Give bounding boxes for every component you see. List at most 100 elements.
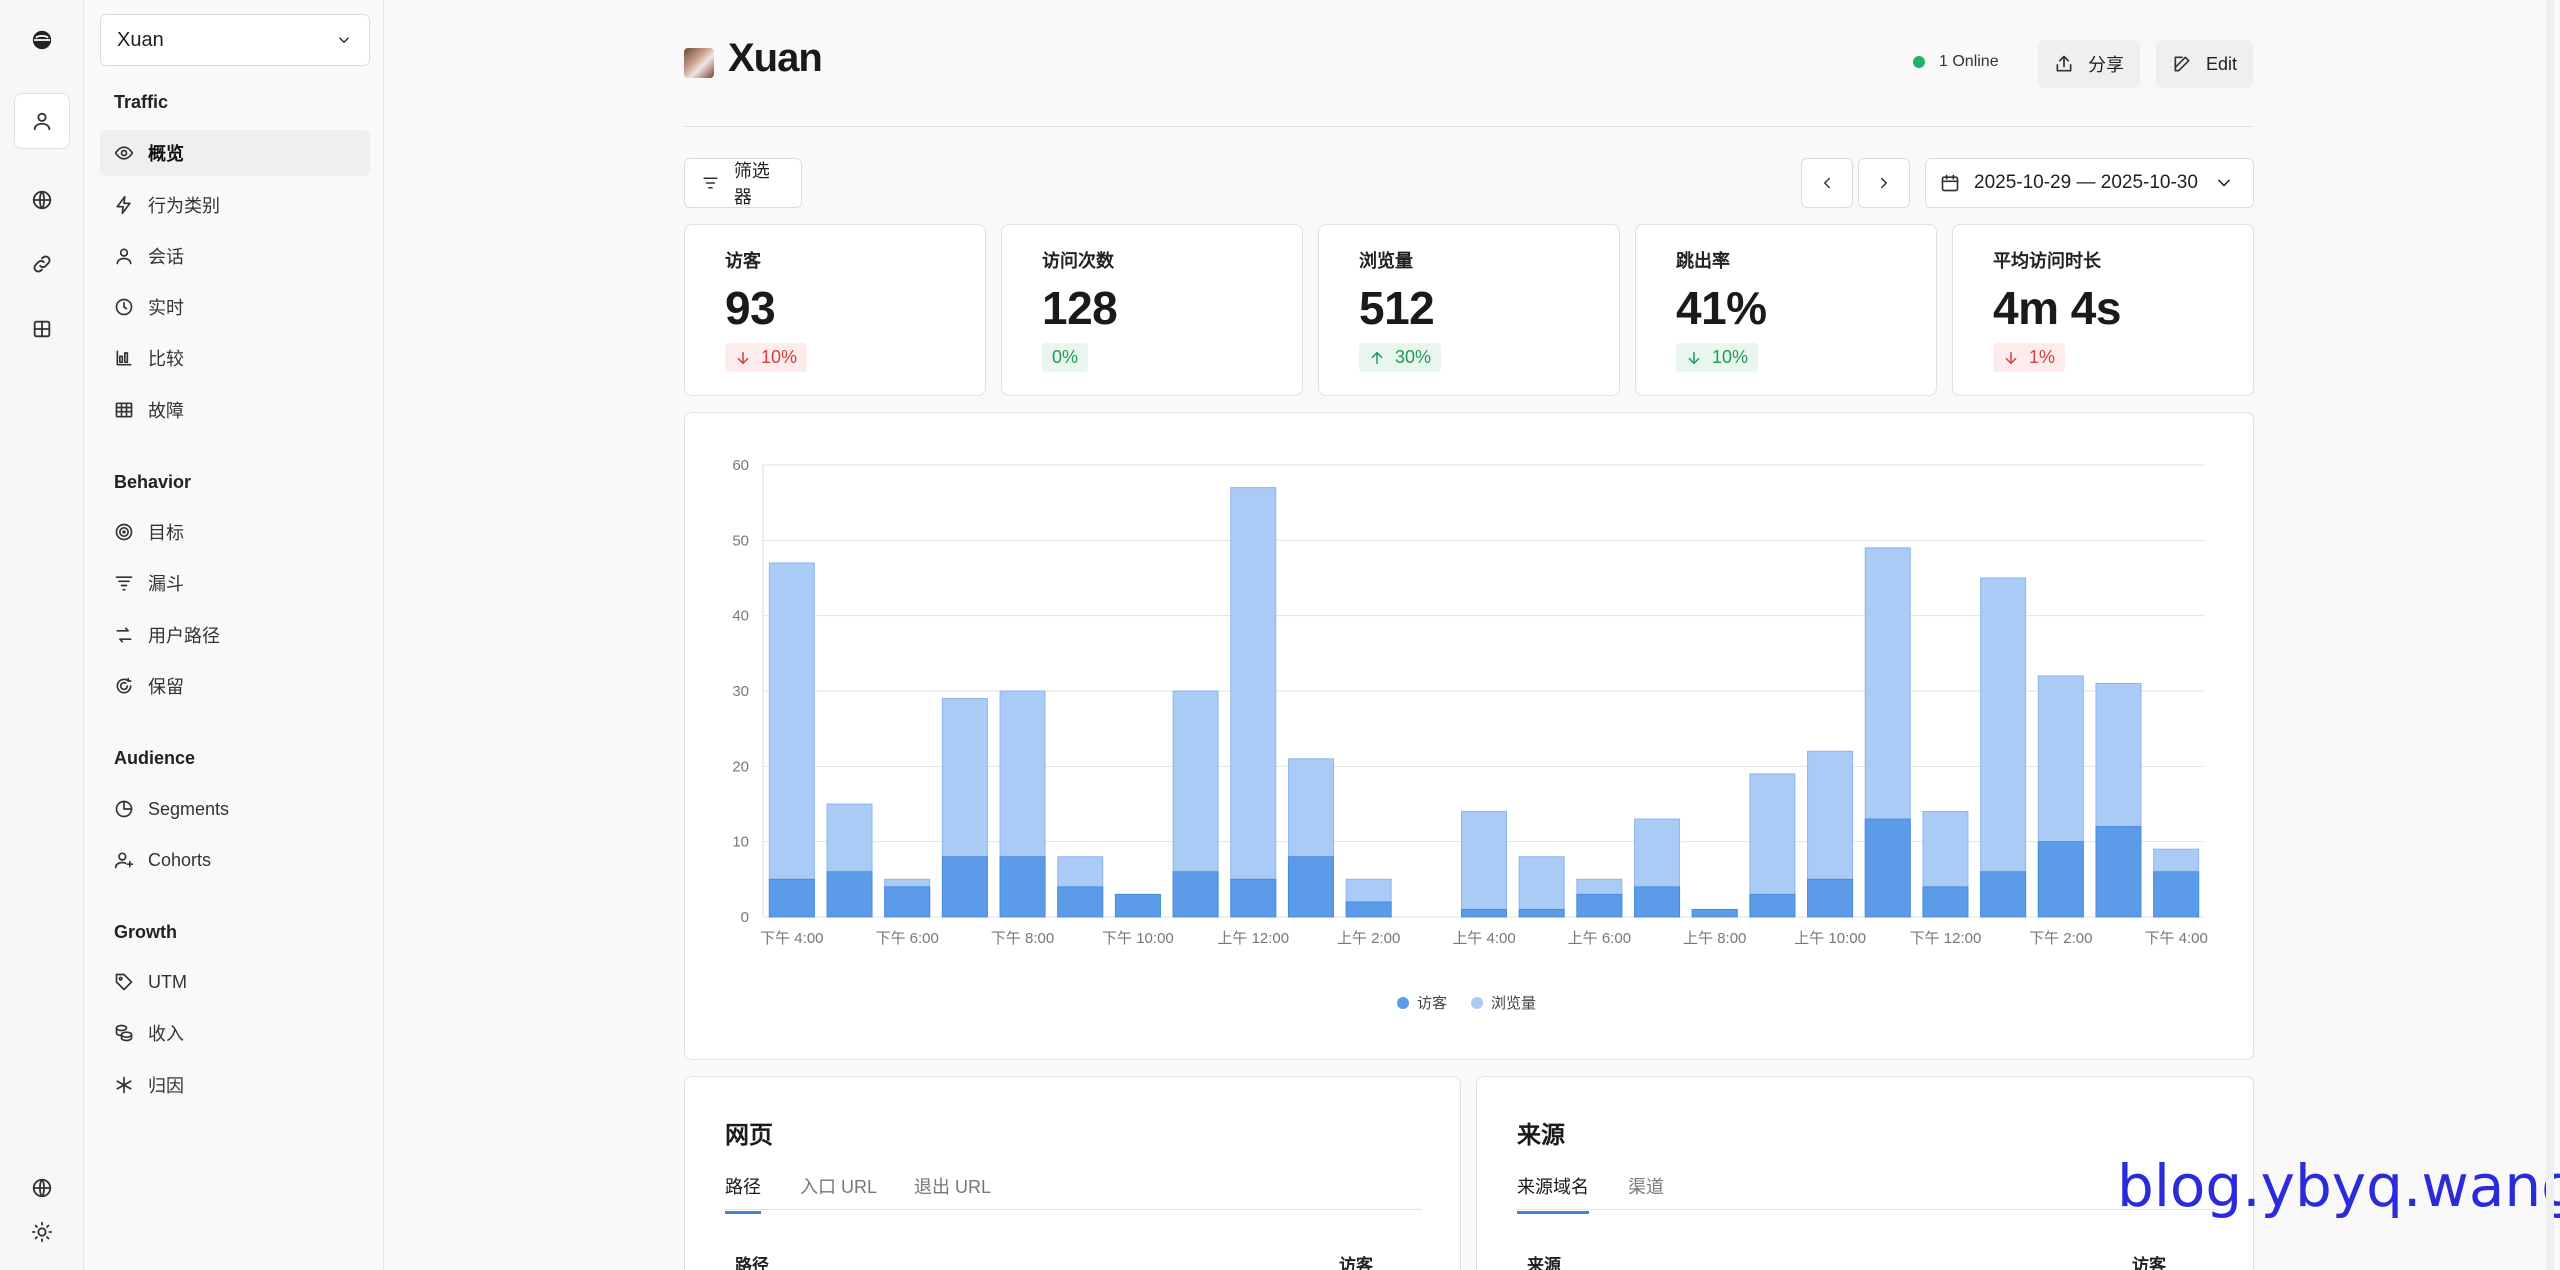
user-plus-icon <box>114 852 134 869</box>
referrers-panel: 来源 来源域名 渠道 来源 访客 <box>1476 1076 2254 1270</box>
sidebar-item-attribution[interactable]: 归因 <box>100 1062 370 1108</box>
sidebar-item-compare[interactable]: 比较 <box>100 335 370 381</box>
bar-visitors <box>1114 893 1161 918</box>
sidebar-item-revenue[interactable]: 收入 <box>100 1010 370 1056</box>
online-dot-icon <box>1913 56 1925 68</box>
y-tick-label: 10 <box>732 834 749 851</box>
retention-icon <box>116 677 132 694</box>
sidebar-item-label: 用户路径 <box>148 626 220 646</box>
bar-visitors <box>1691 908 1738 918</box>
bar-pageviews <box>1461 811 1507 918</box>
legend-visitors-swatch <box>1397 997 1409 1009</box>
sidebar-item-label: 收入 <box>148 1024 184 1044</box>
sidebar-item-label: 故障 <box>148 401 184 421</box>
y-tick-label: 40 <box>732 608 749 625</box>
coins-icon <box>115 1024 133 1042</box>
filter-icon <box>703 177 718 189</box>
edit-icon <box>2174 56 2190 72</box>
sidebar-item-realtime[interactable]: 实时 <box>100 284 370 330</box>
website-select-value: Xuan <box>117 28 164 51</box>
bar-visitors <box>1922 886 1969 918</box>
lightning-icon <box>116 195 131 215</box>
icon-rail <box>0 0 84 1270</box>
sidebar-item-journey[interactable]: 用户路径 <box>100 612 370 658</box>
sidebar-item-overview[interactable]: 概览 <box>100 130 370 176</box>
x-tick-label: 下午 8:00 <box>991 930 1054 947</box>
chevron-down-icon <box>338 37 350 44</box>
section-title-traffic: Traffic <box>114 92 169 112</box>
sidebar-item-label: 行为类别 <box>148 196 220 216</box>
rail-websites-icon[interactable] <box>14 93 70 149</box>
traffic-bar-chart: 0 10 20 30 40 50 60 下午 4:00 下午 6:00 下午 8:00 下午 10:… <box>732 457 2208 1012</box>
bar-visitors <box>884 886 931 918</box>
sidebar-item-goals[interactable]: 目标 <box>100 509 370 555</box>
date-range-value: 2025-10-29 — 2025-10-30 <box>1974 172 2198 193</box>
metric-card-visitors: 访客 93 10% <box>684 224 986 396</box>
sidebar-item-utm[interactable]: UTM <box>100 959 370 1005</box>
sidebar-item-label: UTM <box>148 971 187 992</box>
metric-change-badge: 10% <box>725 343 808 372</box>
tab-path[interactable]: 路径 <box>725 1173 761 1214</box>
metric-change-badge: 30% <box>1359 343 1442 372</box>
x-tick-label: 下午 4:00 <box>760 930 823 947</box>
rail-language-icon[interactable] <box>14 1160 70 1216</box>
previous-range-button[interactable] <box>1801 158 1853 208</box>
sidebar-item-retention[interactable]: 保留 <box>100 663 370 709</box>
x-tick-label: 下午 6:00 <box>876 930 939 947</box>
x-tick-label: 下午 2:00 <box>2029 930 2092 947</box>
column-header-path: 路径 <box>735 1256 769 1270</box>
column-header-visitors: 访客 <box>1339 1256 1373 1270</box>
bar-visitors <box>826 871 873 918</box>
x-tick-label: 上午 12:00 <box>1217 930 1289 947</box>
sidebar-item-events[interactable]: 行为类别 <box>100 182 370 228</box>
bar-visitors <box>1172 871 1219 918</box>
rail-globe-icon[interactable] <box>14 172 70 228</box>
bar-visitors <box>2153 871 2200 918</box>
table-icon <box>115 402 133 418</box>
header-divider <box>684 126 2254 127</box>
tab-channels[interactable]: 渠道 <box>1628 1177 1664 1197</box>
metric-card-visit-duration: 平均访问时长 4m 4s 1% <box>1952 224 2254 396</box>
rail-link-icon[interactable] <box>14 236 70 292</box>
column-header-source: 来源 <box>1527 1256 1561 1270</box>
tab-referrer-domain[interactable]: 来源域名 <box>1517 1173 1589 1214</box>
y-tick-label: 0 <box>741 909 749 926</box>
sidebar-item-funnel[interactable]: 漏斗 <box>100 560 370 606</box>
sidebar-item-segments[interactable]: Segments <box>100 786 370 832</box>
x-tick-label: 上午 10:00 <box>1794 930 1866 947</box>
snowflake-icon <box>116 1076 132 1094</box>
bar-visitors <box>1518 908 1565 918</box>
page-scrollbar[interactable] <box>2546 0 2554 1270</box>
metric-value: 41% <box>1676 282 1767 334</box>
chevron-down-icon <box>2218 179 2230 187</box>
sidebar-item-breakdown[interactable]: 故障 <box>100 387 370 433</box>
filter-button[interactable]: 筛选器 <box>684 158 802 208</box>
metric-card-pageviews: 浏览量 512 30% <box>1318 224 1620 396</box>
bar-visitors <box>999 856 1046 918</box>
x-tick-label: 上午 2:00 <box>1337 930 1400 947</box>
sidebar-item-sessions[interactable]: 会话 <box>100 233 370 279</box>
share-button[interactable]: 分享 <box>2038 40 2140 88</box>
online-count: 1 Online <box>1939 53 1999 70</box>
sidebar-item-cohorts[interactable]: Cohorts <box>100 837 370 883</box>
tab-exit-url[interactable]: 退出 URL <box>914 1177 992 1197</box>
bar-visitors <box>1461 908 1507 918</box>
arrow-up-icon <box>1371 351 1383 364</box>
metric-label: 访问次数 <box>1042 251 1114 271</box>
path-icon <box>116 627 132 643</box>
bar-visitors <box>1230 878 1277 918</box>
rail-grid-icon[interactable] <box>14 301 70 357</box>
next-range-button[interactable] <box>1858 158 1910 208</box>
logo-icon[interactable] <box>14 12 70 68</box>
date-range-select[interactable]: 2025-10-29 — 2025-10-30 <box>1925 158 2254 208</box>
metric-value: 512 <box>1359 282 1435 334</box>
tab-divider <box>725 1209 1422 1210</box>
metric-change: 1% <box>2029 347 2056 367</box>
site-favicon <box>684 48 714 78</box>
edit-button[interactable]: Edit <box>2156 40 2254 88</box>
tab-entry-url[interactable]: 入口 URL <box>800 1177 878 1197</box>
rail-theme-icon[interactable] <box>14 1204 70 1260</box>
online-indicator: 1 Online <box>1913 53 1999 71</box>
website-select[interactable]: Xuan <box>100 14 370 66</box>
metric-change: 10% <box>1712 347 1749 367</box>
